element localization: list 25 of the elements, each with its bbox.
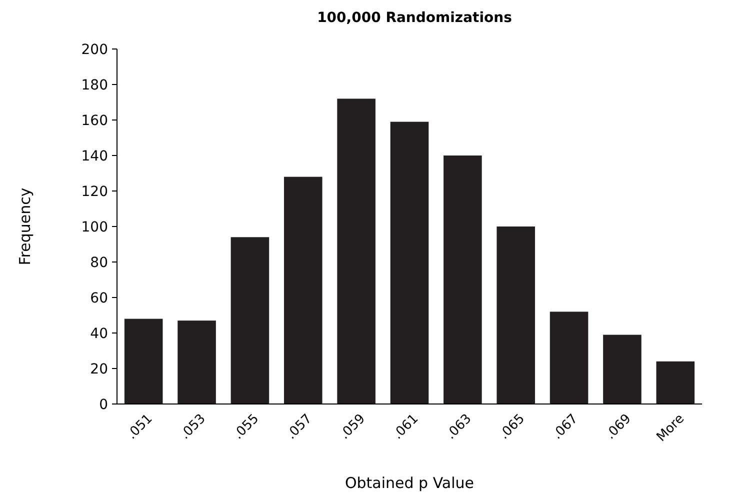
y-tick-label: 0 [99, 396, 108, 413]
bar [178, 320, 216, 404]
y-tick-label: 100 [81, 219, 108, 236]
y-tick-label: 140 [81, 148, 108, 164]
bar [284, 176, 322, 404]
y-tick-label: 200 [81, 42, 108, 58]
bar [337, 98, 376, 404]
bar [390, 122, 429, 404]
bar [550, 312, 588, 404]
chart-title: 100,000 Randomizations [317, 10, 512, 26]
x-axis-title: Obtained p Value [344, 474, 474, 492]
y-tick-label: 180 [81, 77, 108, 94]
y-tick-label: 40 [90, 326, 108, 342]
bar [656, 361, 695, 404]
bar [496, 226, 536, 404]
y-tick-label: 60 [90, 290, 108, 306]
bar [124, 318, 163, 404]
bar [444, 156, 482, 404]
bar [230, 237, 270, 404]
y-tick-label: 80 [90, 254, 108, 271]
y-tick-label: 120 [81, 184, 108, 200]
y-tick-label: 160 [81, 112, 108, 129]
y-tick-label: 20 [90, 361, 108, 378]
y-axis-title: Frequency [16, 188, 34, 266]
bar [603, 334, 642, 404]
